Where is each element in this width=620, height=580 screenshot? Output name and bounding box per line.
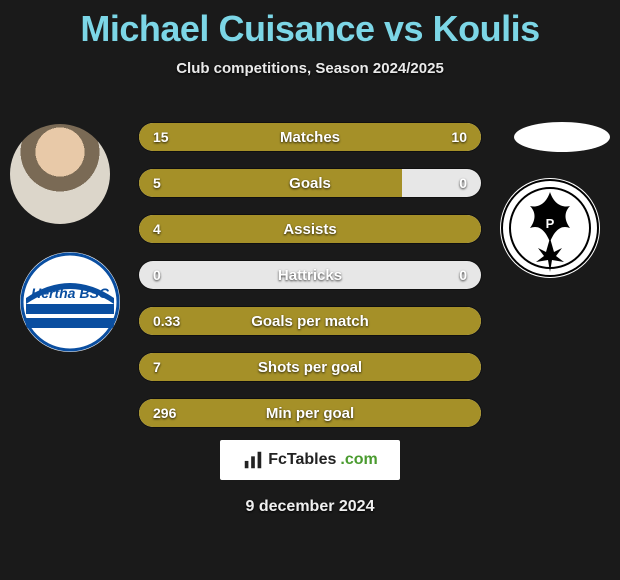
stat-bar: 0.33Goals per match [138, 306, 482, 336]
stat-bar-left-fill [139, 169, 402, 197]
stat-bar-left-fill [139, 215, 481, 243]
snapshot-date: 9 december 2024 [0, 498, 620, 516]
stat-bar-left-fill [139, 399, 481, 427]
stat-bar: 7Shots per goal [138, 352, 482, 382]
fctables-logo: FcTables.com [220, 440, 400, 480]
player1-avatar [10, 124, 110, 224]
comparison-title: Michael Cuisance vs Koulis [0, 0, 620, 50]
stat-bar-left-fill [139, 123, 344, 151]
player1-club-badge: Hertha BSC [20, 252, 120, 352]
player1-name: Michael Cuisance [80, 8, 374, 49]
svg-text:Hertha BSC: Hertha BSC [31, 285, 110, 301]
stat-bar-left-fill [139, 307, 481, 335]
player2-name: Koulis [433, 8, 540, 49]
vs-label: vs [384, 8, 423, 49]
stat-bar-left-fill [139, 353, 481, 381]
stat-bar: 1510Matches [138, 122, 482, 152]
stat-bar: 296Min per goal [138, 398, 482, 428]
stat-bar-right-fill [344, 123, 481, 151]
subtitle: Club competitions, Season 2024/2025 [0, 60, 620, 77]
logo-text-b: .com [340, 451, 377, 469]
preussen-icon: P [500, 178, 600, 278]
bar-chart-icon [242, 449, 264, 471]
stat-bar: 00Hattricks [138, 260, 482, 290]
stat-bars: 1510Matches 50Goals 4Assists 00Hattricks 0.3… [138, 122, 482, 444]
player2-club-badge: P [500, 178, 600, 278]
stat-bar: 50Goals [138, 168, 482, 198]
svg-text:P: P [546, 216, 555, 231]
stat-bar: 4Assists [138, 214, 482, 244]
hertha-bsc-icon: Hertha BSC [20, 252, 120, 352]
logo-text-a: FcTables [268, 451, 336, 469]
player2-avatar [514, 122, 610, 152]
